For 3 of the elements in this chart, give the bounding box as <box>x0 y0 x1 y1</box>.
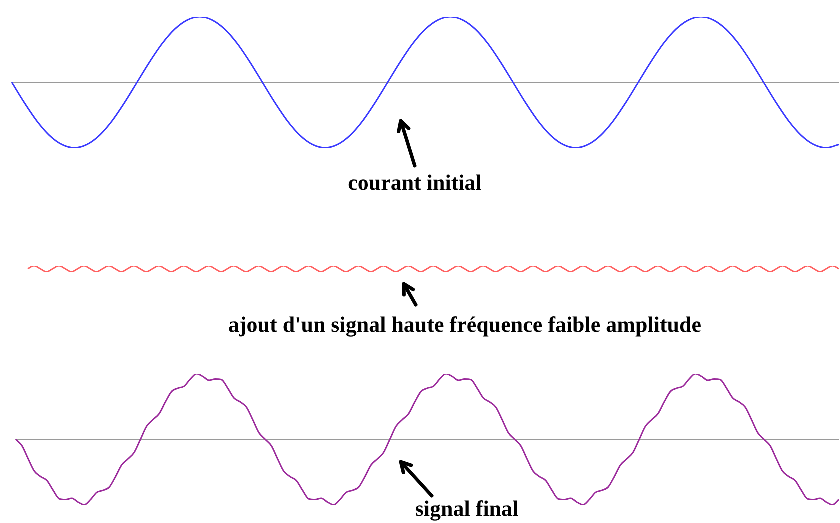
annotation: signal final <box>414 496 520 522</box>
text: ajout d'un signal haute fréquence faible amplitude <box>227 312 703 338</box>
text: courant initial <box>347 170 483 196</box>
